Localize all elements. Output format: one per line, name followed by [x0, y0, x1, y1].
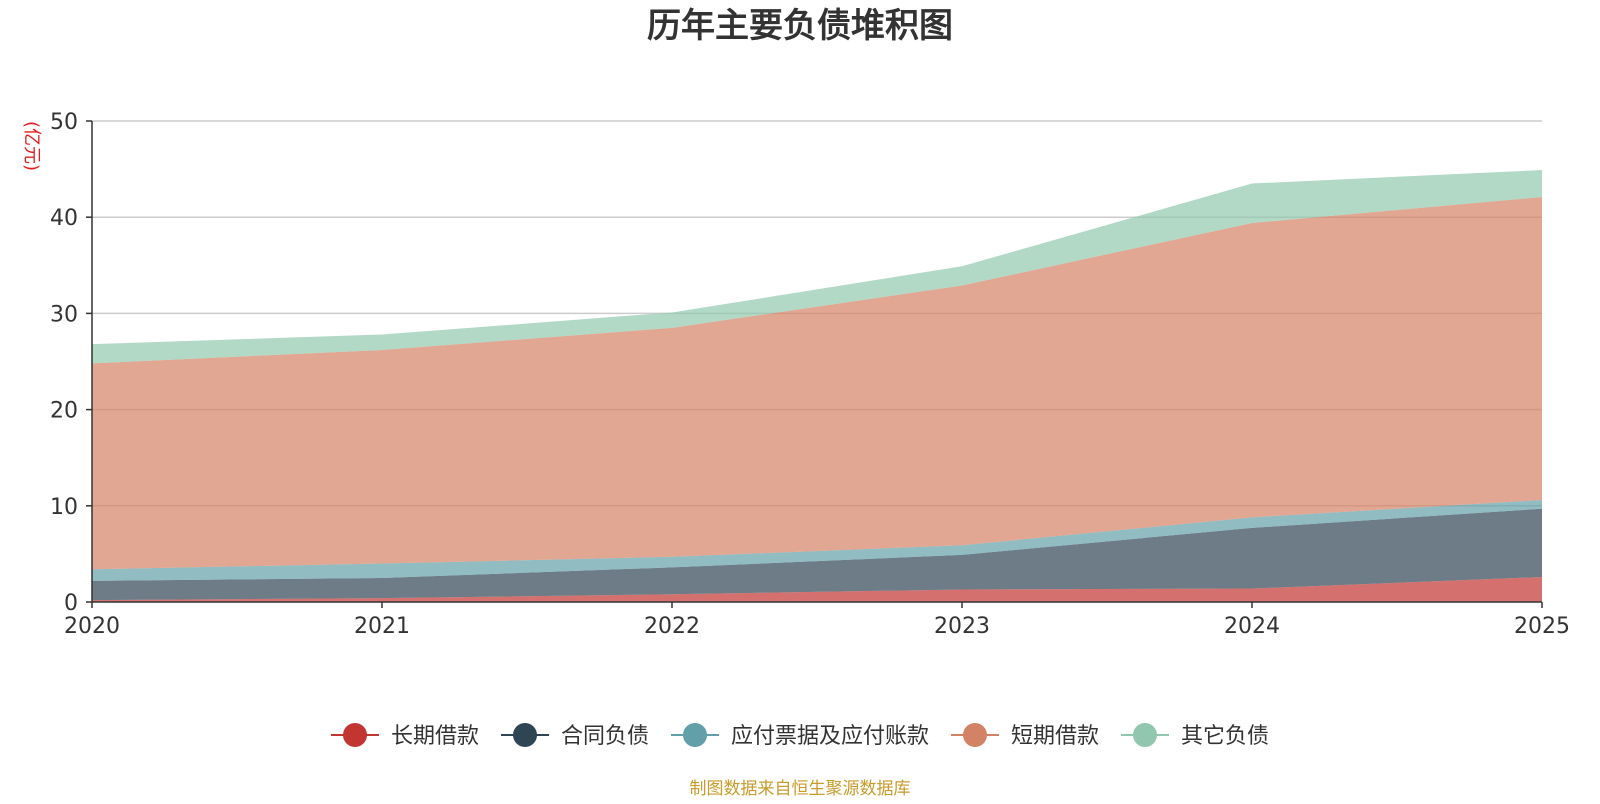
legend-label: 合同负债 — [561, 724, 649, 749]
area-series-3 — [92, 197, 1542, 570]
legend-label: 长期借款 — [391, 724, 479, 749]
y-tick-label: 50 — [50, 110, 78, 135]
legend-item-0[interactable]: 长期借款 — [331, 723, 479, 749]
x-tick-label: 2022 — [644, 614, 700, 639]
legend-item-1[interactable]: 合同负债 — [501, 723, 649, 749]
legend-circle-marker — [683, 723, 707, 747]
legend-item-3[interactable]: 短期借款 — [951, 723, 1099, 749]
y-tick-label: 0 — [64, 591, 78, 616]
legend-circle-marker — [343, 723, 367, 747]
axes: 0 10 20 30 40 50 2020 2021 2022 2023 2024 2025 — [50, 110, 1570, 639]
y-tick-label: 20 — [50, 399, 78, 424]
y-tick-label: 40 — [50, 206, 78, 231]
data-source-note: 制图数据来自恒生聚源数据库 — [690, 779, 911, 799]
x-tick-label: 2021 — [354, 614, 410, 639]
y-axis-unit-label: (亿元) — [21, 121, 42, 171]
x-tick-label: 2023 — [934, 614, 990, 639]
area-series-4 — [92, 170, 1542, 364]
area-series-0 — [92, 576, 1542, 602]
y-tick-label: 10 — [50, 495, 78, 520]
legend-circle-marker — [963, 723, 987, 747]
legend-label: 短期借款 — [1011, 724, 1099, 749]
chart-title: 历年主要负债堆积图 — [647, 6, 953, 46]
x-tick-label: 2025 — [1514, 614, 1570, 639]
legend-label: 其它负债 — [1181, 724, 1269, 749]
x-tick-label: 2024 — [1224, 614, 1280, 639]
legend: 长期借款 合同负债 应付票据及应付账款 短期借款 其它负债 — [331, 723, 1269, 749]
legend-item-4[interactable]: 其它负债 — [1121, 723, 1269, 749]
legend-circle-marker — [513, 723, 537, 747]
legend-item-2[interactable]: 应付票据及应付账款 — [671, 723, 929, 749]
area-series-group — [92, 170, 1542, 602]
x-tick-label: 2020 — [64, 614, 120, 639]
area-series-1 — [92, 508, 1542, 601]
legend-label: 应付票据及应付账款 — [731, 724, 929, 749]
legend-circle-marker — [1133, 723, 1157, 747]
y-tick-label: 30 — [50, 302, 78, 327]
area-series-2 — [92, 500, 1542, 581]
